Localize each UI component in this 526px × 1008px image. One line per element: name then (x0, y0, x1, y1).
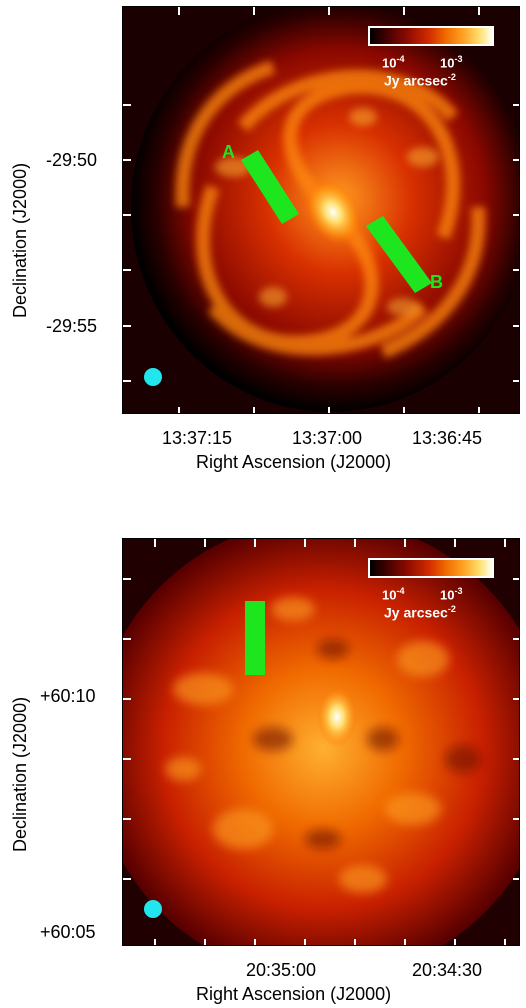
beam-circle-icon (144, 900, 162, 918)
x-tick-label: 20:34:30 (412, 960, 483, 980)
galaxy-name: NGC 6946 (19, 876, 115, 898)
y-axis-title: Declination (J2000) (10, 696, 30, 852)
beam-circle-icon (144, 368, 162, 386)
cut-label-a: A (222, 142, 235, 162)
colorbar-tick-high: 10-3 (440, 54, 463, 71)
quantity-label: Iν(350 μm) (20, 902, 114, 927)
y-tick-label: -29:50 (46, 150, 98, 170)
x-tick-label: 20:35:00 (246, 960, 317, 980)
image-ngc6946 (122, 538, 520, 946)
y-tick-label: -29:55 (46, 316, 98, 336)
colorbar-tick-high: 10-3 (440, 586, 463, 603)
cut-label-b: B (430, 272, 443, 292)
x-axis-title: Right Ascension (J2000) (196, 984, 392, 1004)
y-axis-title: Declination (J2000) (10, 162, 30, 318)
quantity-label: Iν(350 μm) (20, 372, 114, 397)
colorbar (368, 26, 494, 46)
x-tick-label: 13:37:00 (292, 428, 363, 448)
x-axis-title: Right Ascension (J2000) (196, 452, 392, 472)
colorbar (368, 558, 494, 578)
colorbar-units: Jy arcsec-2 (384, 604, 456, 621)
colorbar-tick-low: 10-4 (382, 586, 405, 603)
x-tick-label: 13:37:15 (162, 428, 233, 448)
colorbar-units: Jy arcsec-2 (384, 72, 456, 89)
colorbar-tick-low: 10-4 (382, 54, 405, 71)
y-tick-label: +60:10 (40, 686, 96, 706)
galaxy-name: NGC 5236 (19, 346, 115, 368)
y-tick-label: +60:05 (40, 922, 96, 942)
x-tick-label: 13:36:45 (412, 428, 483, 448)
image-ngc5236 (122, 6, 520, 414)
